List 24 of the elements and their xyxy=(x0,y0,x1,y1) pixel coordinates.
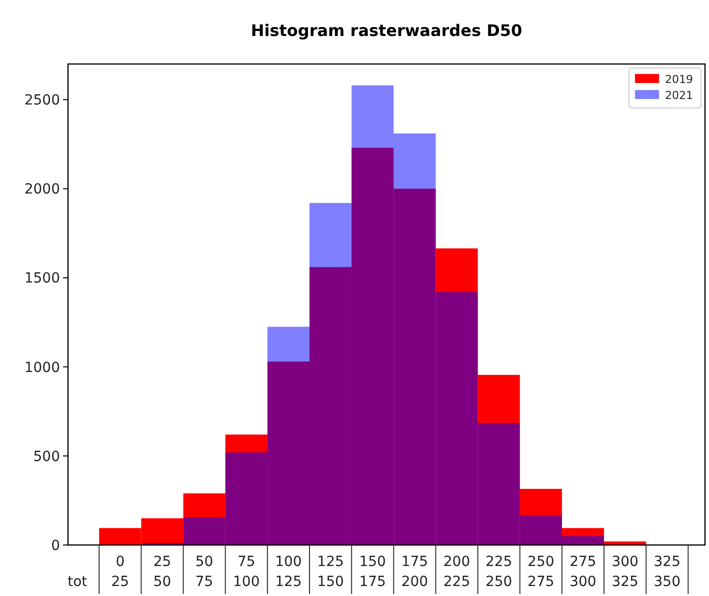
legend-label: 2019 xyxy=(665,72,693,86)
y-tick-label: 500 xyxy=(33,448,60,465)
y-tick-label: 2000 xyxy=(24,182,60,198)
x-tick-label: 0 25 xyxy=(111,554,130,590)
x-tick-label: 300 325 xyxy=(612,554,638,590)
x-tick-label: 225 250 xyxy=(485,554,512,590)
y-tick-label: 2500 xyxy=(24,92,60,109)
chart-title: Histogram rasterwaardes D50 xyxy=(250,21,522,40)
x-tick-label: 75 100 xyxy=(233,554,260,590)
legend-label: 2021 xyxy=(665,88,693,102)
x-tick-label: 325 350 xyxy=(654,554,680,590)
y-tick-label: 0 xyxy=(51,538,60,554)
x-tick-label: 100 125 xyxy=(275,554,302,590)
x-tick-label: 50 75 xyxy=(195,554,214,590)
y-tick-label: 1500 xyxy=(24,270,60,287)
x-tick-label: 200 225 xyxy=(443,554,470,590)
x-tick-label: 175 200 xyxy=(401,554,428,590)
x-tick-label: 150 175 xyxy=(359,554,386,590)
x-tick-label: 250 275 xyxy=(528,554,554,590)
x-tick-label: 275 300 xyxy=(570,554,596,590)
x-tick-label: 125 150 xyxy=(317,554,344,590)
y-tick-label: 1000 xyxy=(24,360,60,376)
x-tick-label: 25 50 xyxy=(153,554,172,590)
text: tot xyxy=(68,574,88,590)
